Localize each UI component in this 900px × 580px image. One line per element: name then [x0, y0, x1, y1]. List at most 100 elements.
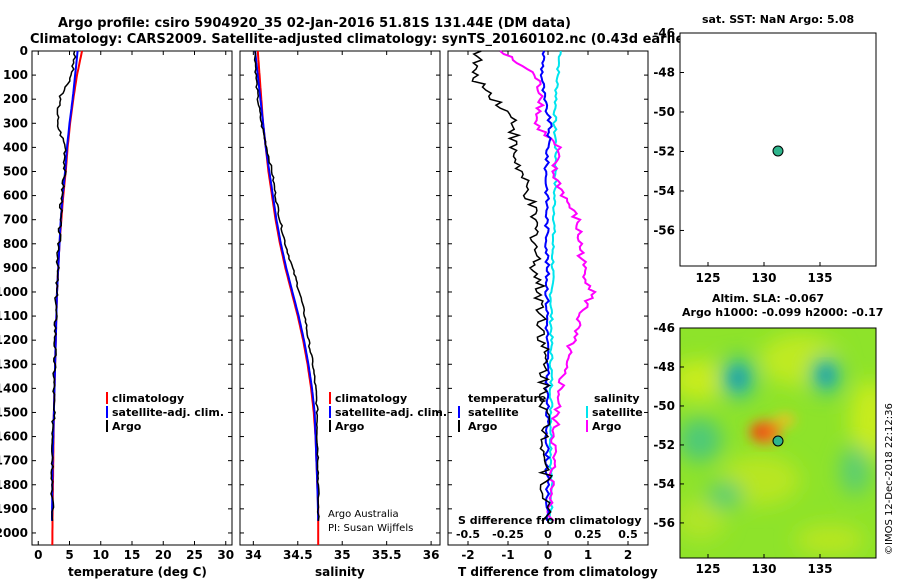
sla-blob — [680, 500, 725, 540]
depth-axis-labels: 0 100 200 300 400 500 600 700 800 900 1000 1100 1200… — [0, 44, 28, 540]
x-tick-label: 35.5 — [372, 548, 402, 562]
depth-tick-label: 400 — [3, 140, 28, 154]
map-y-tick-label: -46 — [653, 26, 675, 40]
map-y-tick-label: -48 — [653, 65, 675, 79]
figure-title-line2: Climatology: CARS2009. Satellite-adjuste… — [30, 32, 697, 47]
depth-tick-label: 1400 — [0, 381, 28, 395]
temperature-argo-line — [50, 50, 77, 521]
depth-tick-label: 1100 — [0, 309, 28, 323]
legend-s-argo-swatch — [586, 420, 588, 432]
sla-blob — [795, 525, 865, 555]
legend-satellite-label: satellite-adj. clim. — [112, 406, 224, 419]
map-y-tick-label: -46 — [653, 321, 675, 335]
legend-satellite-swatch — [329, 406, 331, 418]
sla-map-title1: Altim. SLA: -0.067 — [712, 292, 824, 305]
depth-tick-label: 1900 — [0, 502, 28, 516]
depth-tick-label: 1700 — [0, 454, 28, 468]
sla-blob — [680, 360, 730, 400]
axis-ticks — [32, 50, 648, 545]
difference-legend: temperature satellite Argo salinity sate… — [458, 392, 643, 433]
map-y-tick-label: -56 — [653, 223, 675, 237]
map-y-tick-label: -52 — [653, 438, 675, 452]
sla-blob — [729, 367, 747, 389]
legend-climatology-swatch — [329, 392, 331, 404]
salinity-satellite-line — [254, 50, 320, 521]
salinity-legend: climatology satellite-adj. clim. Argo — [329, 392, 447, 433]
legend-t-satellite-label: satellite — [468, 406, 519, 419]
x-tick-label: 34.5 — [283, 548, 313, 562]
map-y-tick-label: -50 — [653, 105, 675, 119]
depth-tick-label: 100 — [3, 68, 28, 82]
x-tick-label: 10 — [92, 548, 109, 562]
legend-climatology-label: climatology — [335, 392, 407, 405]
watermark: ©IMOS 12-Dec-2018 22:12:36 — [884, 403, 895, 555]
map-y-tick-label: -48 — [653, 360, 675, 374]
depth-tick-label: 800 — [3, 237, 28, 251]
s-tick-label: 0.25 — [574, 528, 601, 541]
x-tick-label: -2 — [461, 548, 474, 562]
figure-title-line1: Argo profile: csiro 5904920_35 02-Jan-20… — [58, 16, 571, 31]
x-tick-label: 34 — [245, 548, 262, 562]
map-x-tick-label: 125 — [695, 562, 720, 576]
legend-salinity-head: salinity — [594, 392, 640, 405]
depth-tick-label: 2000 — [0, 526, 28, 540]
x-tick-label: 0 — [544, 548, 552, 562]
sla-blob — [850, 380, 876, 460]
temperature-axis-label: temperature (deg C) — [68, 565, 207, 579]
legend-t-satellite-swatch — [458, 406, 460, 418]
legend-argo-label: Argo — [112, 420, 142, 433]
t-difference-satellite-line — [539, 50, 553, 522]
legend-argo-swatch — [106, 420, 108, 432]
map-y-tick-label: -56 — [653, 516, 675, 530]
depth-tick-label: 1000 — [0, 285, 28, 299]
t-difference-axis-label: T difference from climatology — [458, 565, 658, 579]
x-tick-label: 15 — [124, 548, 141, 562]
s-difference-argo-line — [499, 50, 597, 522]
s-tick-label: -0.5 — [456, 528, 480, 541]
x-tick-label: 5 — [65, 548, 73, 562]
s-tick-label: -0.25 — [492, 528, 524, 541]
s-difference-title: S difference from climatology — [458, 514, 642, 527]
sla-blob — [753, 426, 767, 438]
depth-tick-label: 300 — [3, 116, 28, 130]
map-y-tick-label: -54 — [653, 477, 675, 491]
sla-map-title2: Argo h1000: -0.099 h2000: -0.17 — [682, 306, 883, 319]
depth-tick-label: 1300 — [0, 357, 28, 371]
profile-lines — [50, 50, 597, 546]
x-tick-label: -1 — [501, 548, 514, 562]
depth-tick-label: 500 — [3, 164, 28, 178]
sla-blob — [818, 365, 834, 385]
sst-float-marker — [772, 145, 784, 157]
x-tick-label: 2 — [624, 548, 632, 562]
legend-climatology-label: climatology — [112, 392, 184, 405]
s-tick-label: 0 — [544, 528, 552, 541]
x-tick-label: 35 — [334, 548, 351, 562]
map-x-tick-label: 135 — [807, 562, 832, 576]
depth-tick-label: 0 — [20, 44, 28, 58]
legend-argo-swatch — [329, 420, 331, 432]
credit-argo-australia: Argo Australia — [328, 509, 399, 520]
sst-map-title: sat. SST: NaN Argo: 5.08 — [702, 13, 854, 26]
depth-tick-label: 1800 — [0, 478, 28, 492]
salinity-tick-labels: 34 34.5 35 35.5 36 — [245, 548, 439, 562]
sla-blob — [775, 414, 795, 426]
sla-map-frame — [679, 327, 877, 559]
legend-s-satellite-swatch — [586, 406, 588, 418]
sla-blob — [707, 481, 743, 509]
s-difference-satellite-line — [548, 50, 562, 521]
s-difference-tick-labels: -0.5 -0.25 0 0.25 0.5 — [456, 528, 638, 541]
x-tick-label: 1 — [584, 548, 592, 562]
depth-tick-label: 700 — [3, 213, 28, 227]
sla-float-marker — [772, 435, 784, 447]
x-tick-label: 25 — [186, 548, 203, 562]
legend-t-argo-swatch — [458, 420, 460, 432]
x-tick-label: 0 — [34, 548, 42, 562]
sla-blob — [680, 418, 722, 462]
legend-satellite-label: satellite-adj. clim. — [335, 406, 447, 419]
depth-tick-label: 1600 — [0, 430, 28, 444]
sst-map-ticks: 125 130 135 -46 -48 -50 -52 -54 -56 — [653, 26, 832, 285]
salinity-axis-label: salinity — [315, 565, 365, 579]
depth-tick-label: 1500 — [0, 405, 28, 419]
depth-tick-label: 600 — [3, 189, 28, 203]
